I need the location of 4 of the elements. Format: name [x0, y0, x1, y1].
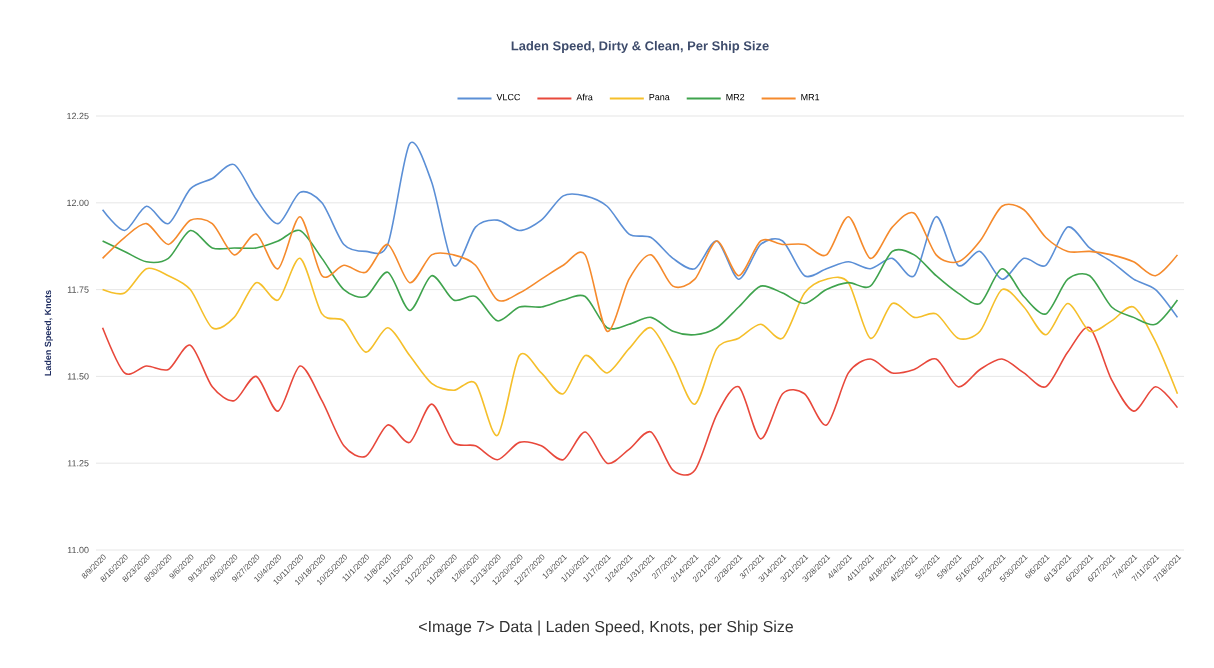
line-series: [101, 229, 1179, 336]
line-series: [101, 204, 1179, 333]
line-series: [101, 257, 1179, 437]
line-series: [101, 142, 1179, 319]
